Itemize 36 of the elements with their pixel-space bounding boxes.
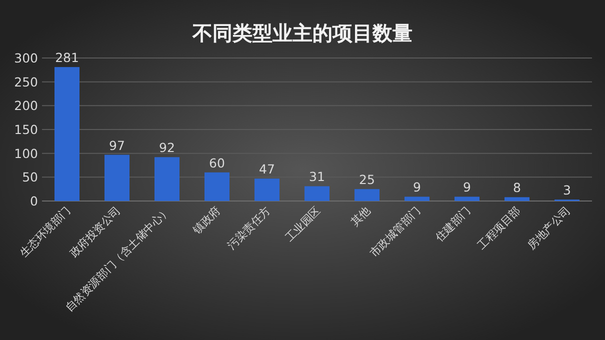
bar — [354, 189, 380, 201]
y-tick-label: 200 — [14, 98, 38, 114]
x-tick-label: 房地产公司 — [525, 204, 574, 252]
data-label: 47 — [259, 162, 275, 177]
x-tick-label: 其他 — [348, 204, 374, 229]
y-tick-label: 150 — [14, 122, 38, 137]
x-tick-label: 工业园区 — [282, 204, 324, 244]
x-tick-label: 污染责任方 — [225, 204, 274, 252]
bar — [304, 186, 330, 201]
bar — [404, 196, 430, 201]
y-tick-label: 50 — [22, 170, 38, 185]
bar — [254, 178, 280, 201]
data-label: 9 — [413, 180, 422, 195]
y-tick-label: 100 — [14, 146, 38, 161]
bar — [504, 197, 530, 201]
x-tick-label: 镇政府 — [190, 204, 224, 238]
x-tick-label: 工程项目部 — [475, 204, 524, 252]
data-label: 8 — [513, 180, 522, 196]
data-label: 25 — [359, 172, 375, 188]
bar — [54, 67, 80, 201]
data-label: 97 — [109, 138, 125, 153]
data-label: 92 — [159, 140, 175, 156]
data-label: 281 — [55, 50, 79, 66]
bar — [104, 154, 130, 201]
data-label: 9 — [463, 180, 472, 195]
chart-title: 不同类型业主的项目数量 — [192, 21, 412, 45]
data-label: 3 — [563, 182, 571, 198]
y-tick-label: 250 — [14, 74, 38, 90]
x-tick-label: 住建部门 — [432, 204, 474, 244]
bar — [204, 172, 230, 201]
data-label: 31 — [309, 169, 325, 184]
data-label: 60 — [209, 155, 225, 170]
y-tick-label: 0 — [30, 194, 38, 208]
bar — [454, 196, 480, 201]
y-tick-label: 300 — [14, 50, 38, 66]
bar — [154, 157, 180, 201]
